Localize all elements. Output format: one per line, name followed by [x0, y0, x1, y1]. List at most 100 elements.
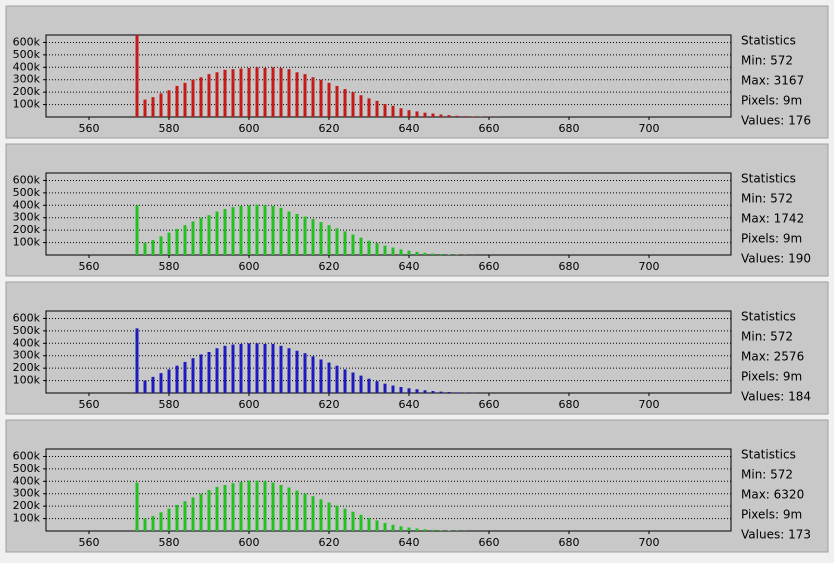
- bar: [199, 493, 203, 531]
- y-tick-label: 100k: [13, 98, 41, 111]
- bar: [151, 97, 155, 117]
- bar: [399, 108, 403, 117]
- bar: [167, 90, 171, 117]
- bar: [415, 111, 419, 117]
- y-tick-label: 500k: [13, 324, 41, 337]
- bar: [303, 493, 307, 531]
- bar: [431, 113, 435, 117]
- bar: [167, 508, 171, 531]
- stats-item: Pixels: 9m: [741, 94, 802, 108]
- y-tick-label: 400k: [13, 198, 41, 211]
- x-tick-label: 660: [479, 122, 500, 135]
- bar: [343, 89, 347, 117]
- stats-title: Statistics: [741, 310, 796, 324]
- bar: [383, 383, 387, 393]
- bar: [311, 496, 315, 531]
- bar: [223, 209, 227, 255]
- bar: [143, 380, 147, 393]
- x-tick-label: 700: [639, 536, 660, 549]
- x-tick-label: 680: [559, 536, 580, 549]
- y-tick-label: 500k: [13, 462, 41, 475]
- bar: [439, 391, 443, 393]
- x-tick-label: 560: [79, 122, 100, 135]
- bar: [335, 228, 339, 255]
- stats-item: Max: 3167: [741, 74, 804, 88]
- bar: [335, 85, 339, 117]
- bar: [135, 482, 139, 531]
- bar: [279, 485, 283, 531]
- y-tick-label: 300k: [13, 349, 41, 362]
- bar: [287, 487, 291, 531]
- x-tick-label: 700: [639, 398, 660, 411]
- stats-title: Statistics: [741, 34, 796, 48]
- bar: [247, 67, 251, 117]
- bar: [151, 376, 155, 393]
- bar: [319, 359, 323, 393]
- bar: [159, 373, 163, 393]
- bar: [287, 69, 291, 117]
- bar: [439, 254, 443, 255]
- bar: [271, 482, 275, 531]
- bar: [455, 392, 459, 393]
- bar: [199, 77, 203, 117]
- bar: [431, 391, 435, 393]
- bar: [135, 35, 139, 117]
- bar: [295, 72, 299, 117]
- bar: [183, 501, 187, 531]
- bar: [231, 344, 235, 393]
- y-tick-label: 200k: [13, 499, 41, 512]
- bar: [407, 527, 411, 531]
- x-tick-label: 560: [79, 536, 100, 549]
- bar: [191, 497, 195, 531]
- stats-item: Max: 6320: [741, 488, 804, 502]
- bar: [367, 98, 371, 117]
- bar: [311, 218, 315, 255]
- x-tick-label: 640: [399, 122, 420, 135]
- bar: [439, 114, 443, 117]
- bar: [167, 369, 171, 393]
- bar: [439, 530, 443, 531]
- stats-item: Values: 173: [741, 528, 811, 542]
- bar: [279, 345, 283, 393]
- bar: [223, 485, 227, 531]
- bar: [135, 205, 139, 255]
- bar: [215, 348, 219, 393]
- bar: [143, 99, 147, 117]
- y-tick-label: 100k: [13, 512, 41, 525]
- bar: [327, 362, 331, 393]
- y-tick-label: 200k: [13, 361, 41, 374]
- bar: [231, 69, 235, 117]
- bar: [359, 514, 363, 531]
- bar: [215, 211, 219, 255]
- bar: [263, 481, 267, 531]
- bar: [311, 77, 315, 117]
- bar: [143, 242, 147, 255]
- bar: [239, 343, 243, 393]
- bar: [367, 240, 371, 255]
- x-tick-label: 640: [399, 398, 420, 411]
- bar: [175, 228, 179, 255]
- bar: [159, 512, 163, 531]
- stats-item: Values: 176: [741, 114, 811, 128]
- bar: [399, 526, 403, 531]
- y-tick-label: 100k: [13, 236, 41, 249]
- bar: [415, 251, 419, 255]
- x-tick-label: 560: [79, 398, 100, 411]
- bar: [287, 348, 291, 393]
- y-tick-label: 500k: [13, 186, 41, 199]
- bar: [231, 207, 235, 255]
- bar: [335, 505, 339, 531]
- bar: [303, 353, 307, 393]
- bar: [239, 481, 243, 531]
- bar: [423, 112, 427, 117]
- bar: [351, 234, 355, 255]
- stats-item: Min: 572: [741, 468, 793, 482]
- x-tick-label: 580: [159, 260, 180, 273]
- y-tick-label: 500k: [13, 48, 41, 61]
- x-tick-label: 600: [239, 398, 260, 411]
- x-tick-label: 620: [319, 536, 340, 549]
- bar: [271, 205, 275, 255]
- bar: [223, 69, 227, 117]
- y-tick-label: 300k: [13, 73, 41, 86]
